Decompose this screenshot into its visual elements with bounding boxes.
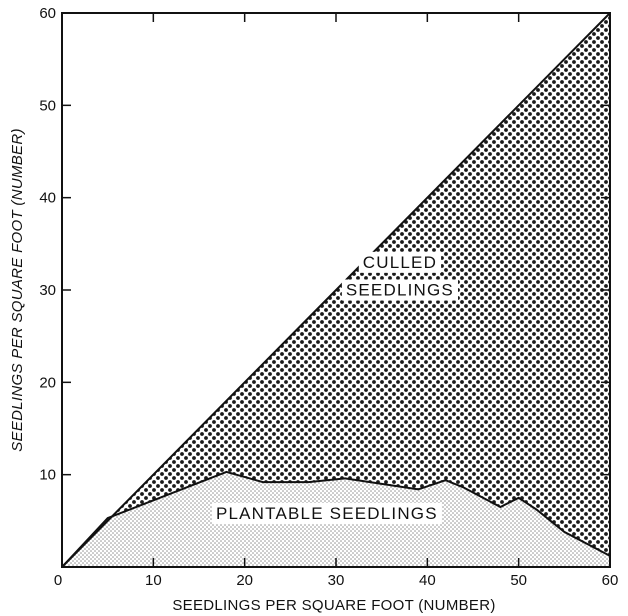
annotation-background <box>341 279 458 301</box>
x-tick-label: 0 <box>54 572 62 589</box>
y-axis-ticks: 10 20 30 40 50 60 <box>39 5 610 484</box>
x-tick-label: 10 <box>145 572 162 589</box>
x-tick-label: 30 <box>328 572 345 589</box>
y-tick-label: 50 <box>39 97 56 114</box>
y-axis-label: SEEDLINGS PER SQUARE FOOT (NUMBER) <box>9 128 26 452</box>
y-tick-label: 40 <box>39 190 56 207</box>
annotation-background <box>211 502 442 524</box>
y-tick-label: 30 <box>39 282 56 299</box>
annotation-background <box>358 251 442 273</box>
x-tick-label: 50 <box>510 572 527 589</box>
y-tick-label: 60 <box>39 5 56 22</box>
x-tick-label: 20 <box>236 572 253 589</box>
y-tick-label: 10 <box>39 467 56 484</box>
total-seedlings-line <box>61 12 611 568</box>
x-axis-label: SEEDLINGS PER SQUARE FOOT (NUMBER) <box>172 597 495 614</box>
x-tick-label: 40 <box>419 572 436 589</box>
y-tick-label: 20 <box>39 374 56 391</box>
annotations: CULLED SEEDLINGS PLANTABLE SEEDLINGS <box>211 251 458 524</box>
annotation-label: PLANTABLE SEEDLINGS <box>216 504 438 523</box>
annotation-label: SEEDLINGS <box>346 281 454 300</box>
x-axis-ticks: 0 10 20 30 40 50 60 <box>54 13 619 589</box>
annotation-label: CULLED <box>363 253 437 272</box>
x-tick-label: 60 <box>602 572 619 589</box>
plantable-seedlings-line <box>61 470 611 568</box>
plot-area <box>61 12 611 568</box>
